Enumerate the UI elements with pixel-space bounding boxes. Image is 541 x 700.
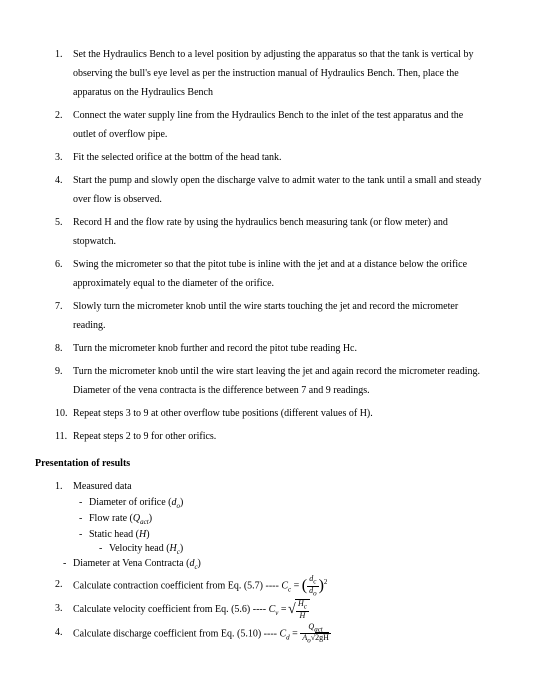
measured-item: Flow rate (Qact): [79, 512, 486, 528]
step-text: Repeat steps 3 to 9 at other overflow tu…: [73, 408, 373, 419]
measured-heading: Measured data: [73, 481, 132, 492]
calc-symbol: C: [281, 581, 288, 592]
calc-item: Calculate contraction coefficient from E…: [55, 575, 486, 597]
measured-label: Static head (: [89, 529, 139, 540]
measured-label: Flow rate (: [89, 513, 133, 524]
step-item: Slowly turn the micrometer knob until th…: [55, 297, 486, 335]
step-text: Start the pump and slowly open the disch…: [73, 175, 481, 205]
calc-item: Calculate discharge coefficient from Eq.…: [55, 623, 486, 645]
fraction: QactAo√2gH: [300, 623, 331, 645]
step-text: Turn the micrometer knob further and rec…: [73, 343, 357, 354]
step-item: Set the Hydraulics Bench to a level posi…: [55, 45, 486, 102]
measured-label: Diameter of orifice (: [89, 497, 171, 508]
step-item: Start the pump and slowly open the disch…: [55, 171, 486, 209]
measured-data-item: Measured data Diameter of orifice (do) F…: [55, 477, 486, 573]
step-text: Repeat steps 2 to 9 for other orifics.: [73, 431, 216, 442]
equals: =: [290, 628, 301, 639]
step-text: Connect the water supply line from the H…: [73, 110, 463, 140]
sqrt-symbol: HcH: [289, 599, 310, 620]
measured-symbol: H: [170, 543, 177, 554]
measured-subscript: c: [177, 548, 180, 556]
step-item: Repeat steps 3 to 9 at other overflow tu…: [55, 404, 486, 423]
presentation-heading: Presentation of results: [35, 454, 486, 473]
step-text: Fit the selected orifice at the bottm of…: [73, 152, 282, 163]
step-item: Connect the water supply line from the H…: [55, 106, 486, 144]
measured-inner-list: Velocity head (Hc): [99, 542, 486, 558]
measured-item: Diameter at Vena Contracta (dc): [63, 557, 486, 573]
step-text: Slowly turn the micrometer knob until th…: [73, 301, 458, 331]
measured-item: Diameter of orifice (do): [79, 496, 486, 512]
step-item: Swing the micrometer so that the pitot t…: [55, 255, 486, 293]
step-item: Turn the micrometer knob until the wire …: [55, 362, 486, 400]
fraction: dcdo: [307, 575, 319, 597]
calc-text: Calculate contraction coefficient from E…: [73, 581, 281, 592]
step-text: Swing the micrometer so that the pitot t…: [73, 259, 467, 289]
calc-text: Calculate discharge coefficient from Eq.…: [73, 628, 280, 639]
measured-inner: Velocity head (Hc): [93, 542, 486, 558]
step-text: Set the Hydraulics Bench to a level posi…: [73, 49, 473, 98]
step-text: Record H and the flow rate by using the …: [73, 217, 448, 247]
step-text: Turn the micrometer knob until the wire …: [73, 366, 480, 396]
step-item: Repeat steps 2 to 9 for other orifics.: [55, 427, 486, 446]
equals: =: [291, 581, 302, 592]
step-item: Fit the selected orifice at the bottm of…: [55, 148, 486, 167]
sqrt-content: 2gH: [315, 632, 329, 642]
measured-label: Velocity head (: [109, 543, 170, 554]
measured-list: Diameter of orifice (do) Flow rate (Qact…: [79, 496, 486, 542]
measured-subscript: act: [140, 518, 149, 526]
step-item: Turn the micrometer knob further and rec…: [55, 339, 486, 358]
frac-den-sub: o: [313, 589, 317, 597]
measured-item: Velocity head (Hc): [99, 542, 486, 558]
measured-label: Diameter at Vena Contracta (: [73, 558, 189, 569]
frac-num-sub: c: [313, 578, 316, 586]
step-item: Record H and the flow rate by using the …: [55, 213, 486, 251]
measured-symbol: H: [139, 529, 146, 540]
measured-item: Static head (H): [79, 528, 486, 542]
exponent: 2: [324, 578, 328, 586]
measured-outer-list: Diameter at Vena Contracta (dc): [63, 557, 486, 573]
results-list: Measured data Diameter of orifice (do) F…: [55, 477, 486, 645]
frac-denominator: H: [300, 611, 306, 620]
frac-num-sub: c: [304, 603, 307, 611]
calc-text: Calculate velocity coefficient from Eq. …: [73, 604, 269, 615]
calc-item: Calculate velocity coefficient from Eq. …: [55, 599, 486, 620]
measured-subscript: o: [176, 502, 180, 510]
procedure-list: Set the Hydraulics Bench to a level posi…: [55, 45, 486, 446]
fraction: HcH: [296, 600, 309, 620]
frac-den-sub: o: [307, 637, 311, 645]
measured-subscript: c: [194, 563, 197, 571]
